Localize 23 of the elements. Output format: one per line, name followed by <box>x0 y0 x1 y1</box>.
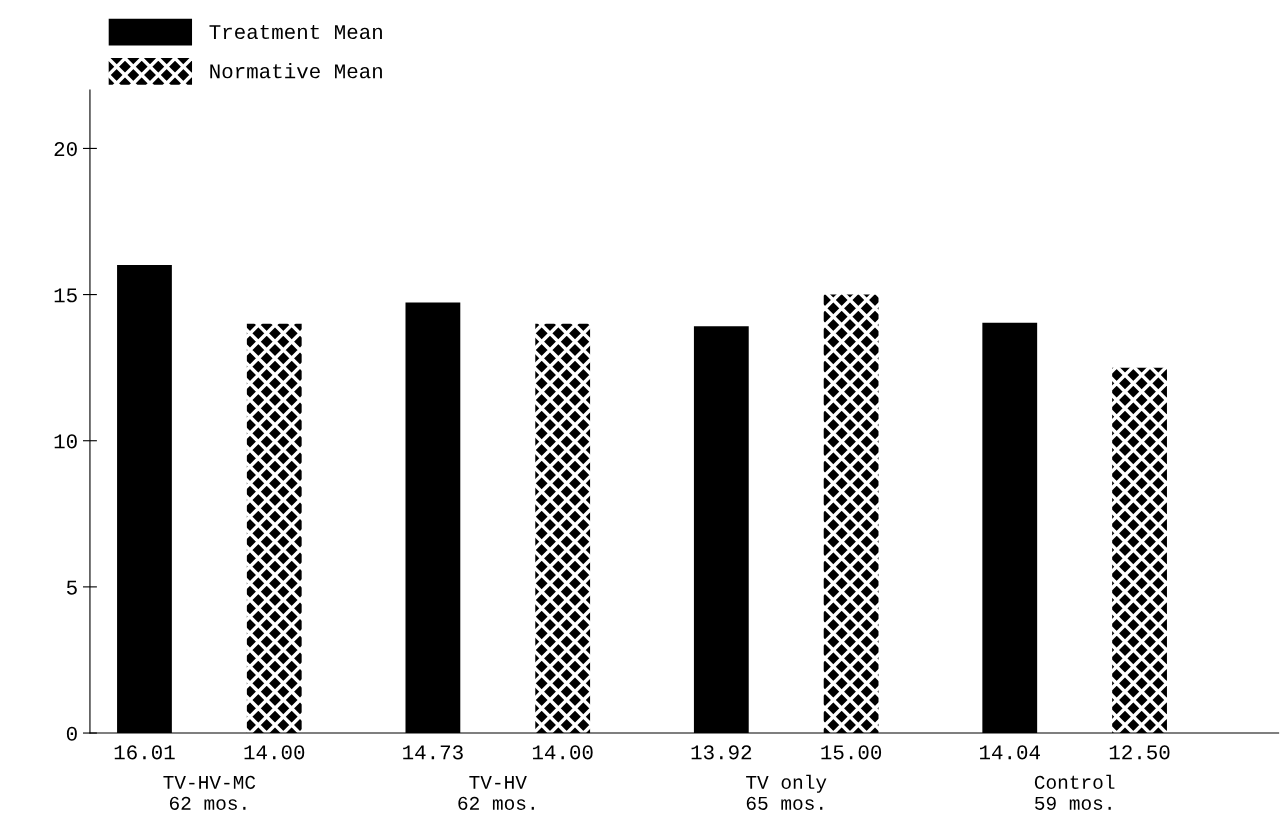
x-tick-label: TV-HV-MC 62 mos. <box>163 775 256 810</box>
y-tick-label: 10 <box>54 434 77 449</box>
bar <box>823 294 879 734</box>
data-label: 15.00 <box>821 745 882 760</box>
data-label: 12.50 <box>1109 745 1170 760</box>
bar <box>535 323 591 734</box>
y-tick-label: 5 <box>66 580 77 595</box>
data-label: 16.01 <box>114 745 175 760</box>
data-label: 14.73 <box>403 745 463 760</box>
data-label: 13.92 <box>691 745 752 760</box>
data-label: 14.00 <box>532 745 593 760</box>
x-tick-label: TV only 65 mos. <box>746 774 827 810</box>
y-tick-label: 20 <box>54 142 77 157</box>
data-label: 14.04 <box>980 745 1040 760</box>
y-tick-label: 0 <box>66 726 77 741</box>
legend-label: Normative Mean <box>210 63 382 79</box>
x-tick-label: TV-HV 62 mos. <box>458 775 534 810</box>
bar <box>246 323 302 734</box>
y-tick-label: 15 <box>54 288 77 303</box>
bar <box>1112 367 1167 734</box>
data-label: 14.00 <box>244 745 305 760</box>
legend-label: Treatment Mean <box>209 25 382 40</box>
x-tick-label: Control 59 mos. <box>1034 774 1115 810</box>
